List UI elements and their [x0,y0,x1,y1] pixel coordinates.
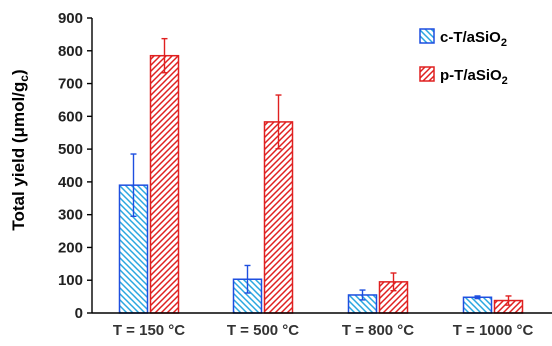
y-tick-label: 800 [58,43,83,60]
x-category-label: T = 1000 °C [453,322,534,339]
y-tick-label: 200 [58,239,83,256]
error-bars [130,37,512,306]
x-category-label: T = 500 °C [227,322,299,339]
x-axis-labels: T = 150 °C T = 500 °C T = 800 °C T = 1000 °… [113,322,534,339]
y-tick-label: 900 [58,10,83,27]
legend-label-c-T-aSiO2: c-T/aSiO2 [440,29,507,49]
legend-swatch-c-T-aSiO2 [419,28,435,44]
x-category-label: T = 150 °C [113,322,185,339]
bar-p-T-aSiO2-1 [149,54,180,314]
bars [118,54,524,314]
y-axis-title: Total yield (μmol/gc) [9,69,31,230]
axes [91,18,552,314]
y-axis-title-sub: c [17,75,31,82]
y-tick-label: 100 [58,272,83,289]
bar-c-T-aSiO2-4 [462,296,493,314]
bar-p-T-aSiO2-2 [263,121,294,314]
y-tick-label: 600 [58,108,83,125]
y-axis-ticks: 0 100 200 300 400 500 600 700 800 900 [58,10,92,322]
y-tick-label: 300 [58,207,83,224]
x-category-label: T = 800 °C [342,322,414,339]
y-tick-label: 500 [58,141,83,158]
legend: c-T/aSiO2 p-T/aSiO2 [419,28,508,87]
legend-label-p-T-aSiO2: p-T/aSiO2 [440,67,508,87]
svg-text:Total yield (μmol/gc): Total yield (μmol/gc) [9,69,31,230]
y-axis-title-main: Total yield (μmol/g [9,82,28,231]
y-tick-label: 400 [58,174,83,191]
y-axis-title-close: ) [9,69,28,75]
y-tick-label: 700 [58,76,83,93]
y-tick-label: 0 [75,305,83,322]
legend-swatch-p-T-aSiO2 [419,66,435,82]
